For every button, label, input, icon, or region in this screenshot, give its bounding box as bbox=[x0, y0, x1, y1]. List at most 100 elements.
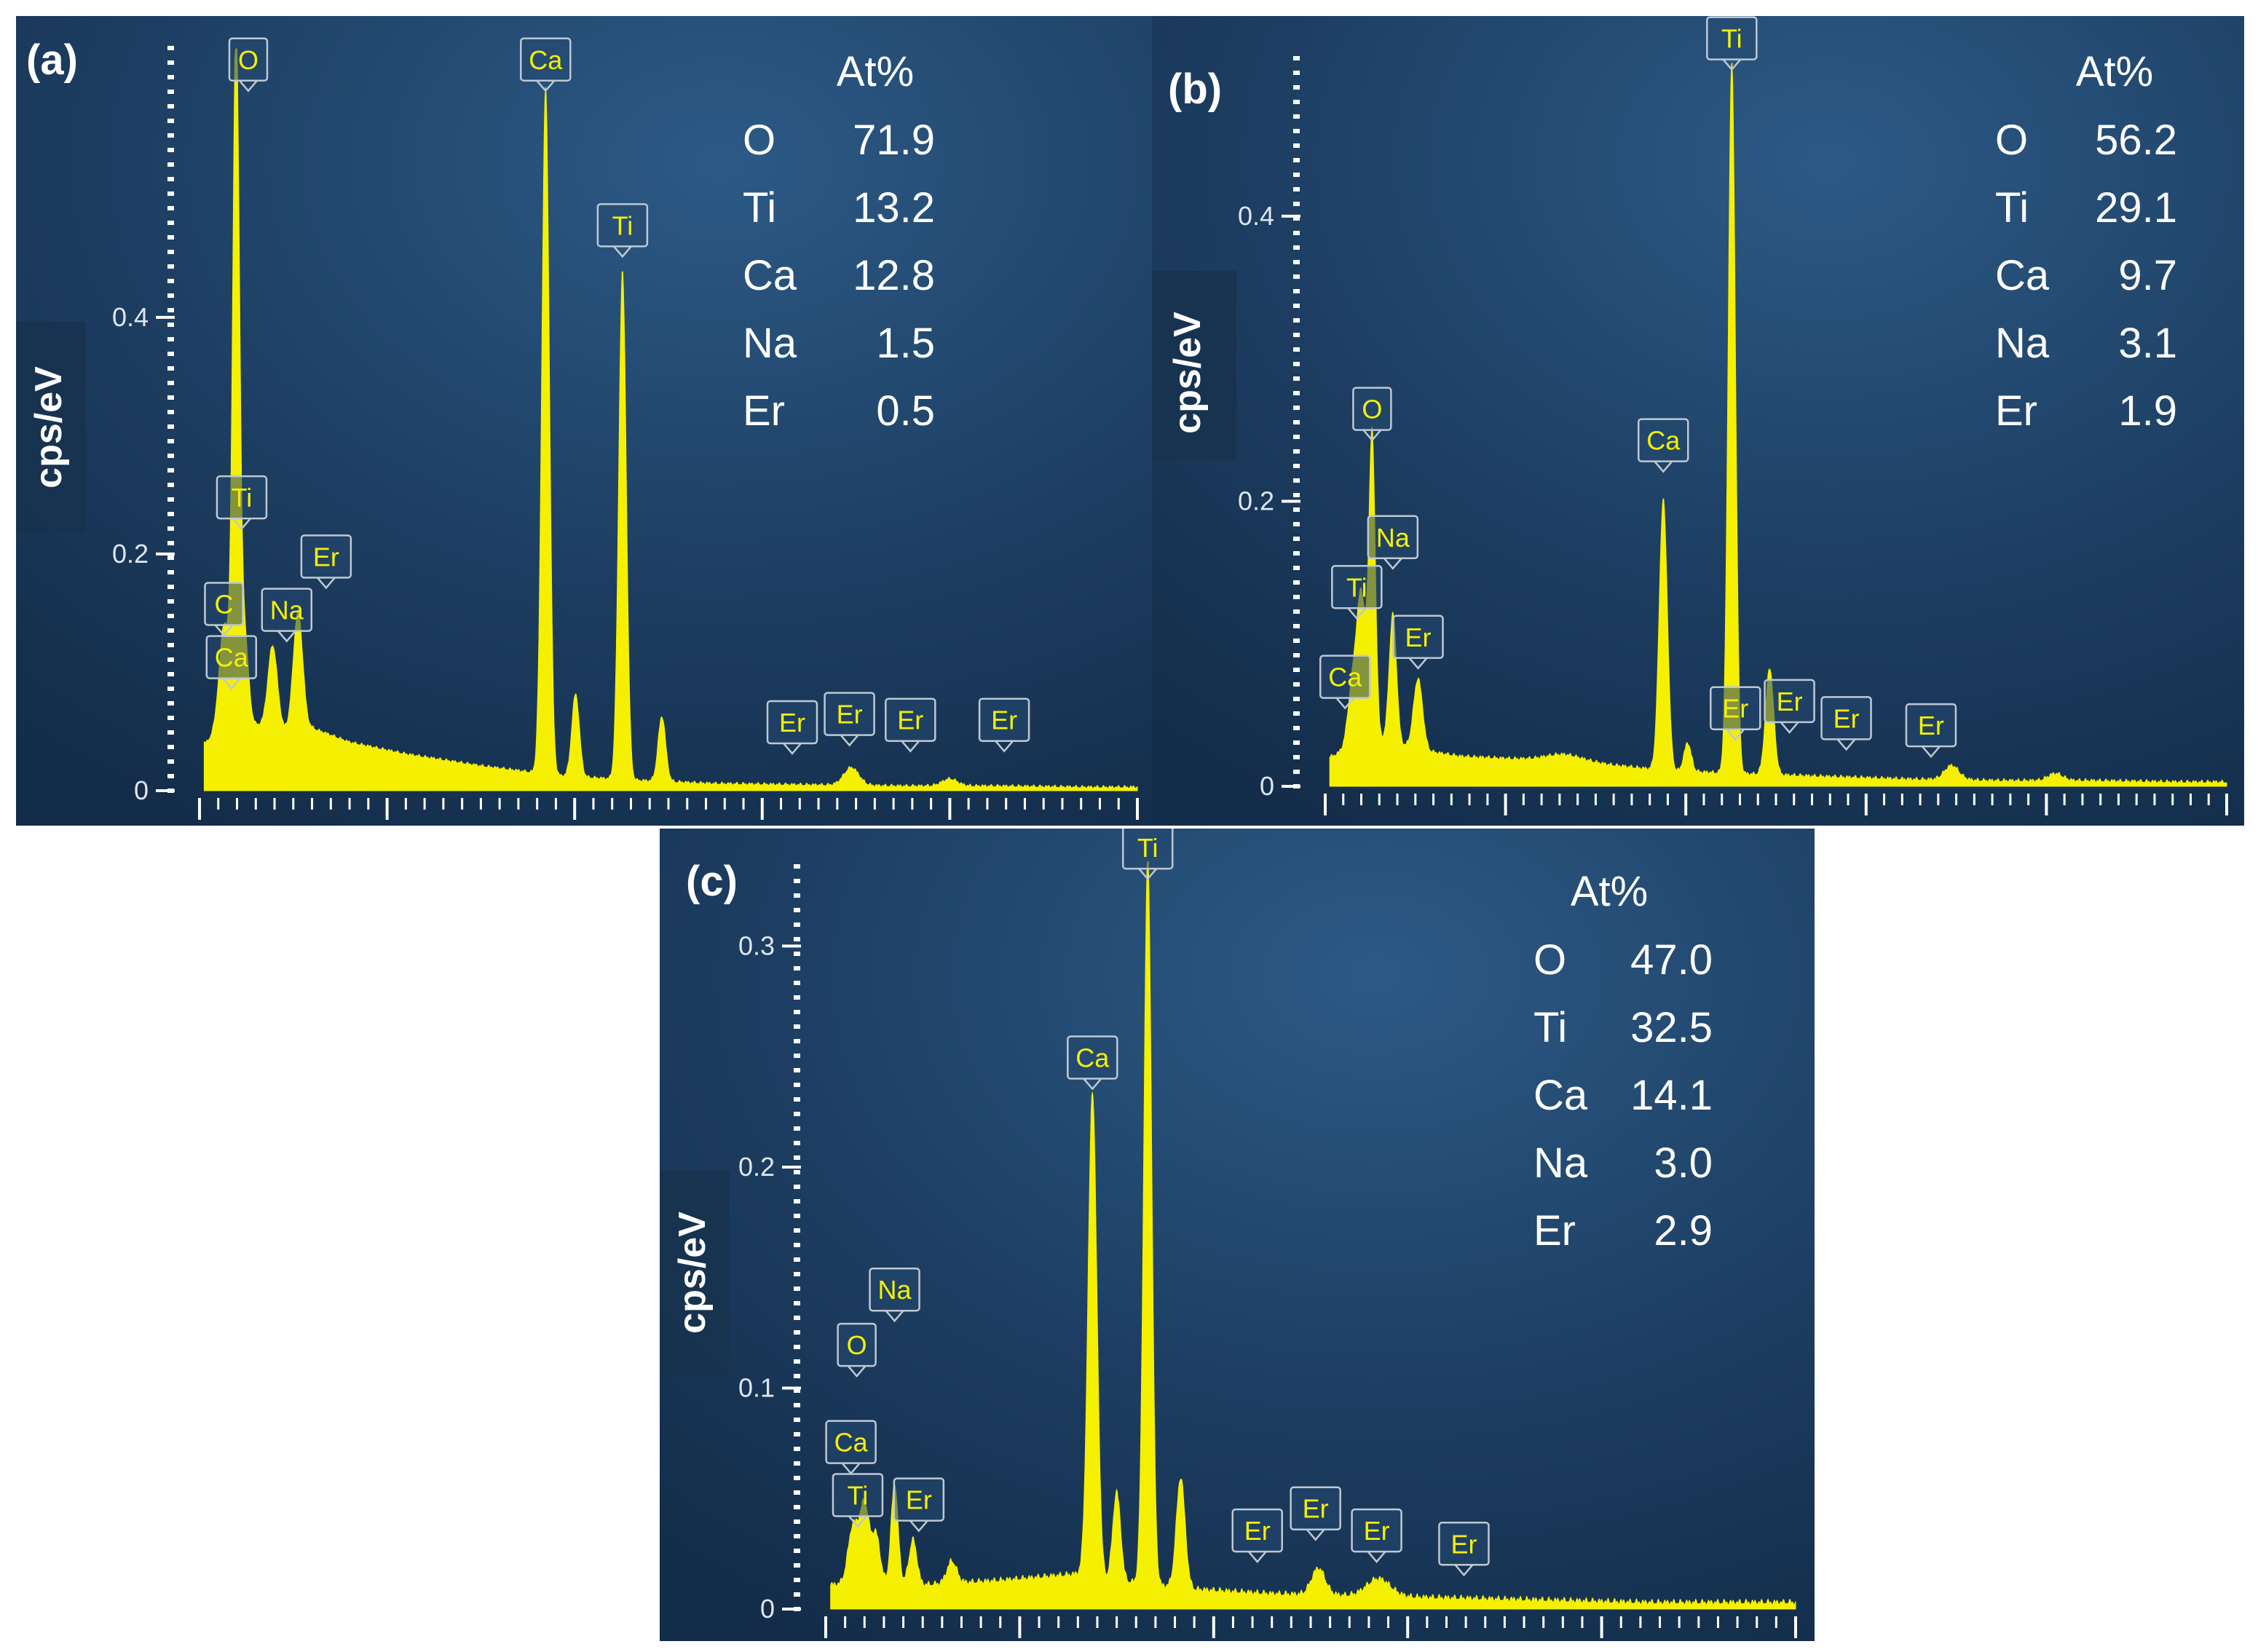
spectrum-trace bbox=[1329, 62, 2227, 787]
composition-element: Ca bbox=[1533, 1072, 1588, 1119]
y-minor-tick bbox=[167, 745, 174, 749]
y-minor-tick bbox=[794, 1097, 800, 1102]
y-minor-tick bbox=[794, 1112, 800, 1116]
y-minor-tick bbox=[167, 410, 174, 414]
peak-marker: Ti bbox=[1121, 829, 1174, 881]
peak-marker: Er bbox=[1905, 703, 1957, 759]
y-minor-tick bbox=[1293, 406, 1300, 410]
y-minor-tick bbox=[1293, 697, 1300, 701]
y-minor-tick bbox=[1293, 653, 1300, 657]
y-minor-tick bbox=[794, 981, 800, 985]
peak-marker-pointer bbox=[1083, 1078, 1102, 1091]
y-minor-tick bbox=[167, 133, 174, 138]
y-minor-tick bbox=[794, 966, 800, 971]
peak-marker-pointer bbox=[232, 518, 251, 531]
y-minor-tick bbox=[794, 1519, 800, 1524]
peak-marker-box bbox=[1231, 1508, 1283, 1553]
y-minor-tick bbox=[1293, 537, 1300, 541]
y-minor-tick bbox=[794, 1257, 800, 1262]
eds-spectrum-b-svg: 0 0.2 0.4 Ti O Ca Na Ti Er Ca Er Er Er Er cps/eV (b) At%… bbox=[1152, 16, 2244, 826]
y-minor-tick bbox=[1293, 85, 1300, 90]
peak-marker: O bbox=[1352, 387, 1392, 442]
y-minor-tick bbox=[1293, 129, 1300, 133]
peak-marker: Er bbox=[1820, 696, 1872, 751]
peak-marker-box bbox=[1638, 418, 1689, 462]
panel-label: (b) bbox=[1168, 66, 1222, 113]
composition-element: Ti bbox=[1533, 1004, 1567, 1051]
peak-marker-box bbox=[1905, 703, 1957, 748]
peak-marker-pointer bbox=[783, 743, 802, 755]
peak-marker-label: Er bbox=[1918, 711, 1944, 740]
composition-value: 3.1 bbox=[2118, 320, 2177, 367]
peak-marker-label: Er bbox=[313, 542, 339, 572]
y-minor-tick bbox=[1293, 464, 1300, 468]
peak-marker-pointer bbox=[1408, 657, 1428, 670]
peak-marker-label: Er bbox=[779, 708, 805, 738]
composition-value: 2.9 bbox=[1654, 1207, 1713, 1254]
peak-marker: C bbox=[204, 582, 244, 637]
y-minor-tick bbox=[167, 293, 174, 298]
peak-marker: O bbox=[837, 1322, 877, 1378]
panel-background bbox=[16, 16, 1152, 826]
eds-spectrum-panel-b: 0 0.2 0.4 Ti O Ca Na Ti Er Ca Er Er Er Er cps/eV (b) At%… bbox=[1152, 16, 2244, 826]
y-minor-tick bbox=[794, 1563, 800, 1568]
y-minor-tick bbox=[794, 1534, 800, 1538]
peak-marker-label: Er bbox=[1722, 694, 1748, 724]
y-minor-tick bbox=[167, 672, 174, 676]
peak-marker-pointer bbox=[885, 1310, 904, 1323]
y-minor-tick bbox=[794, 1359, 800, 1364]
y-minor-tick bbox=[1293, 100, 1300, 104]
y-tick-label: 0.1 bbox=[738, 1372, 775, 1402]
y-minor-tick bbox=[167, 235, 174, 240]
y-minor-tick bbox=[1293, 507, 1300, 512]
y-minor-tick bbox=[167, 541, 174, 545]
y-minor-tick bbox=[794, 922, 800, 927]
peak-marker: O bbox=[228, 37, 269, 92]
y-minor-tick bbox=[1293, 173, 1300, 177]
y-minor-tick bbox=[794, 995, 800, 1000]
y-minor-tick bbox=[794, 1418, 800, 1422]
peak-marker-box bbox=[1706, 16, 1758, 60]
peak-marker-box bbox=[1352, 387, 1392, 431]
peak-marker: Er bbox=[1438, 1522, 1490, 1577]
peak-marker-box bbox=[1820, 696, 1872, 740]
y-minor-tick bbox=[167, 570, 174, 574]
y-minor-tick bbox=[167, 585, 174, 589]
y-minor-tick bbox=[1293, 740, 1300, 745]
peak-marker: Er bbox=[1710, 686, 1761, 741]
peak-marker: Ca bbox=[1638, 418, 1689, 473]
peak-marker-box bbox=[1331, 565, 1383, 609]
panel-label: (a) bbox=[26, 36, 78, 84]
peak-marker: Ca bbox=[1319, 655, 1371, 710]
y-minor-tick bbox=[794, 1549, 800, 1553]
peak-marker-label: Ca bbox=[1646, 426, 1681, 456]
peak-marker-pointer bbox=[1347, 607, 1367, 620]
peak-marker: Na bbox=[261, 588, 313, 643]
y-minor-tick bbox=[167, 759, 174, 764]
peak-marker-pointer bbox=[1367, 1551, 1386, 1564]
y-minor-tick bbox=[794, 1083, 800, 1087]
peak-marker-label: Ti bbox=[1721, 24, 1742, 54]
peak-marker-pointer bbox=[1654, 460, 1673, 473]
peak-marker-pointer bbox=[1726, 728, 1745, 741]
composition-value: 13.2 bbox=[853, 184, 935, 232]
x-axis-ticks bbox=[1324, 794, 2228, 815]
y-minor-tick bbox=[1293, 682, 1300, 687]
composition-value: 1.5 bbox=[876, 320, 935, 367]
peak-marker: Er bbox=[893, 1477, 945, 1533]
y-minor-tick bbox=[794, 1243, 800, 1247]
composition-element: Ca bbox=[1995, 252, 2050, 299]
composition-value: 56.2 bbox=[2095, 116, 2177, 164]
composition-element: Ti bbox=[743, 184, 776, 232]
peak-marker: Er bbox=[1351, 1508, 1402, 1564]
composition-element: O bbox=[743, 116, 775, 164]
peak-marker-pointer bbox=[1921, 746, 1941, 759]
composition-value: 47.0 bbox=[1630, 936, 1713, 984]
spectrum-trace bbox=[203, 48, 1138, 791]
composition-value: 14.1 bbox=[1630, 1072, 1713, 1119]
y-minor-tick bbox=[167, 250, 174, 254]
y-minor-tick bbox=[167, 177, 174, 181]
peak-marker-box bbox=[1067, 1035, 1118, 1080]
y-tick-label: 0.2 bbox=[738, 1152, 775, 1182]
y-minor-tick bbox=[794, 1592, 800, 1597]
